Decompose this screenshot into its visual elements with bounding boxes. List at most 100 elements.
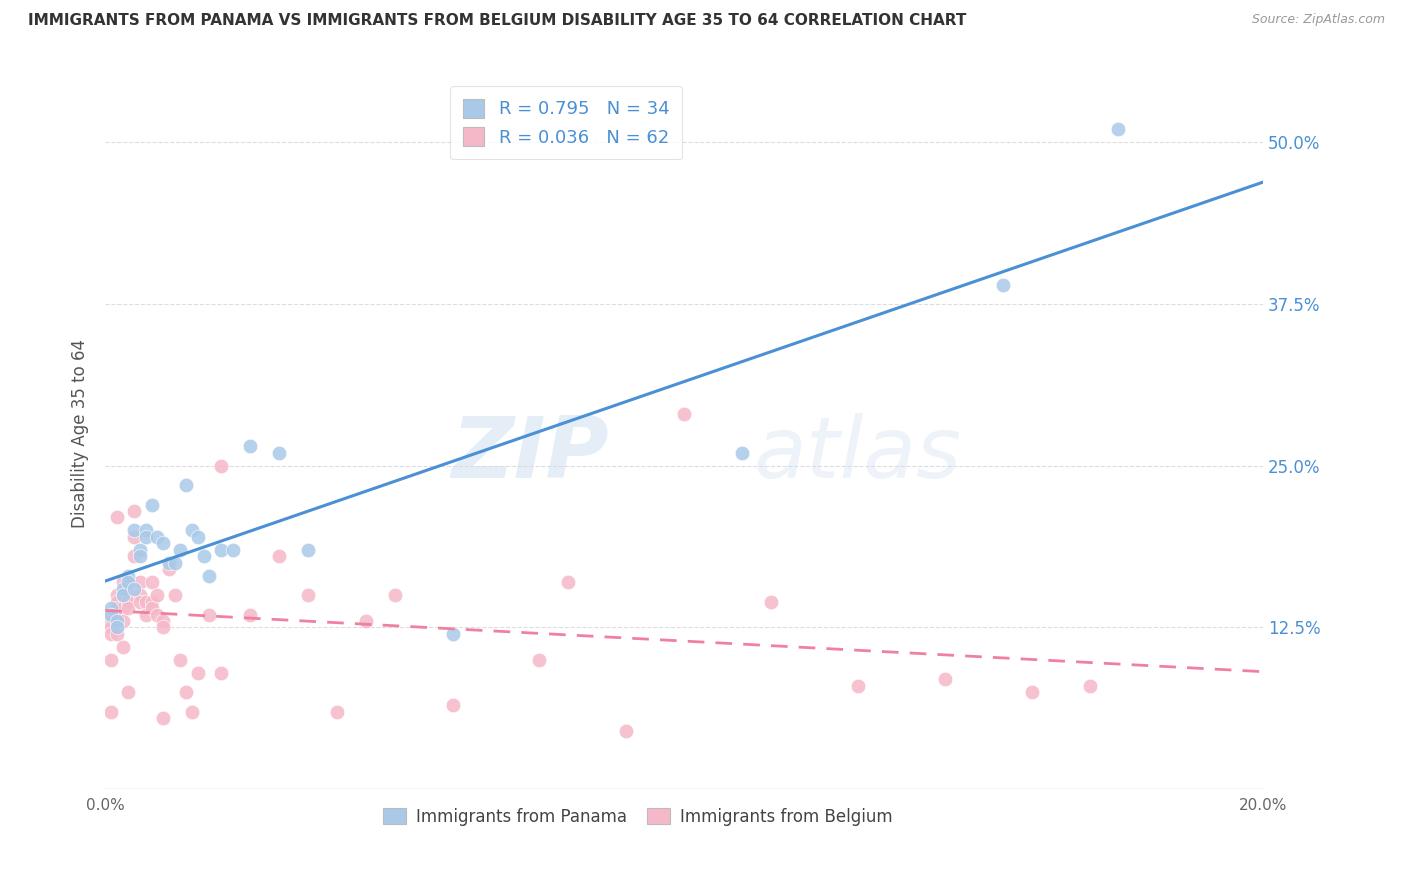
Point <box>267 549 290 564</box>
Point <box>152 711 174 725</box>
Point <box>441 627 464 641</box>
Point <box>209 458 232 473</box>
Point <box>111 614 134 628</box>
Point <box>1107 122 1129 136</box>
Legend: Immigrants from Panama, Immigrants from Belgium: Immigrants from Panama, Immigrants from … <box>374 799 901 834</box>
Point <box>111 601 134 615</box>
Point <box>152 614 174 628</box>
Point <box>117 594 139 608</box>
Point <box>129 549 152 564</box>
Point <box>152 536 174 550</box>
Point <box>146 588 169 602</box>
Point <box>135 524 157 538</box>
Point <box>141 575 163 590</box>
Point <box>169 653 191 667</box>
Point <box>111 640 134 654</box>
Point <box>163 556 186 570</box>
Point <box>129 588 152 602</box>
Point <box>267 446 290 460</box>
Y-axis label: Disability Age 35 to 64: Disability Age 35 to 64 <box>72 339 89 528</box>
Point <box>117 575 139 590</box>
Point <box>135 594 157 608</box>
Point <box>1078 679 1101 693</box>
Point <box>141 601 163 615</box>
Point <box>614 723 637 738</box>
Text: Source: ZipAtlas.com: Source: ZipAtlas.com <box>1251 13 1385 27</box>
Point <box>129 542 152 557</box>
Point <box>117 568 139 582</box>
Point <box>529 653 551 667</box>
Point <box>209 542 232 557</box>
Point <box>181 524 204 538</box>
Point <box>759 594 782 608</box>
Point <box>187 665 209 680</box>
Point <box>198 607 221 622</box>
Point <box>174 685 197 699</box>
Text: atlas: atlas <box>754 413 962 496</box>
Point <box>111 588 134 602</box>
Point <box>297 588 319 602</box>
Point <box>105 620 128 634</box>
Point <box>122 549 145 564</box>
Point <box>157 556 180 570</box>
Text: IMMIGRANTS FROM PANAMA VS IMMIGRANTS FROM BELGIUM DISABILITY AGE 35 TO 64 CORREL: IMMIGRANTS FROM PANAMA VS IMMIGRANTS FRO… <box>28 13 966 29</box>
Point <box>135 530 157 544</box>
Point <box>141 498 163 512</box>
Point <box>122 524 145 538</box>
Point <box>934 672 956 686</box>
Point <box>100 607 122 622</box>
Point <box>209 665 232 680</box>
Point <box>146 530 169 544</box>
Point <box>673 407 696 421</box>
Point <box>384 588 406 602</box>
Point <box>221 542 243 557</box>
Point <box>181 705 204 719</box>
Point <box>326 705 349 719</box>
Point <box>105 601 128 615</box>
Point <box>111 575 134 590</box>
Point <box>441 698 464 712</box>
Point <box>122 504 145 518</box>
Point <box>100 705 122 719</box>
Point <box>174 478 197 492</box>
Point <box>187 530 209 544</box>
Point <box>111 588 134 602</box>
Point <box>239 439 262 453</box>
Point <box>731 446 754 460</box>
Point <box>105 614 128 628</box>
Point <box>100 607 122 622</box>
Point <box>239 607 262 622</box>
Point <box>1021 685 1043 699</box>
Point <box>846 679 869 693</box>
Point <box>100 620 122 634</box>
Point <box>105 510 128 524</box>
Point <box>129 594 152 608</box>
Point <box>193 549 215 564</box>
Point <box>122 530 145 544</box>
Point <box>557 575 579 590</box>
Point <box>169 542 191 557</box>
Point <box>111 582 134 596</box>
Point <box>129 575 152 590</box>
Point <box>198 568 221 582</box>
Point <box>105 620 128 634</box>
Point <box>146 607 169 622</box>
Point <box>100 627 122 641</box>
Point <box>152 620 174 634</box>
Point <box>135 607 157 622</box>
Point <box>163 588 186 602</box>
Point <box>991 277 1014 292</box>
Point <box>105 607 128 622</box>
Point <box>122 582 145 596</box>
Point <box>297 542 319 557</box>
Point <box>157 562 180 576</box>
Point <box>117 685 139 699</box>
Point <box>105 594 128 608</box>
Point <box>117 601 139 615</box>
Point <box>141 594 163 608</box>
Point <box>105 627 128 641</box>
Point <box>100 653 122 667</box>
Text: ZIP: ZIP <box>451 413 609 496</box>
Point <box>100 614 122 628</box>
Point <box>117 588 139 602</box>
